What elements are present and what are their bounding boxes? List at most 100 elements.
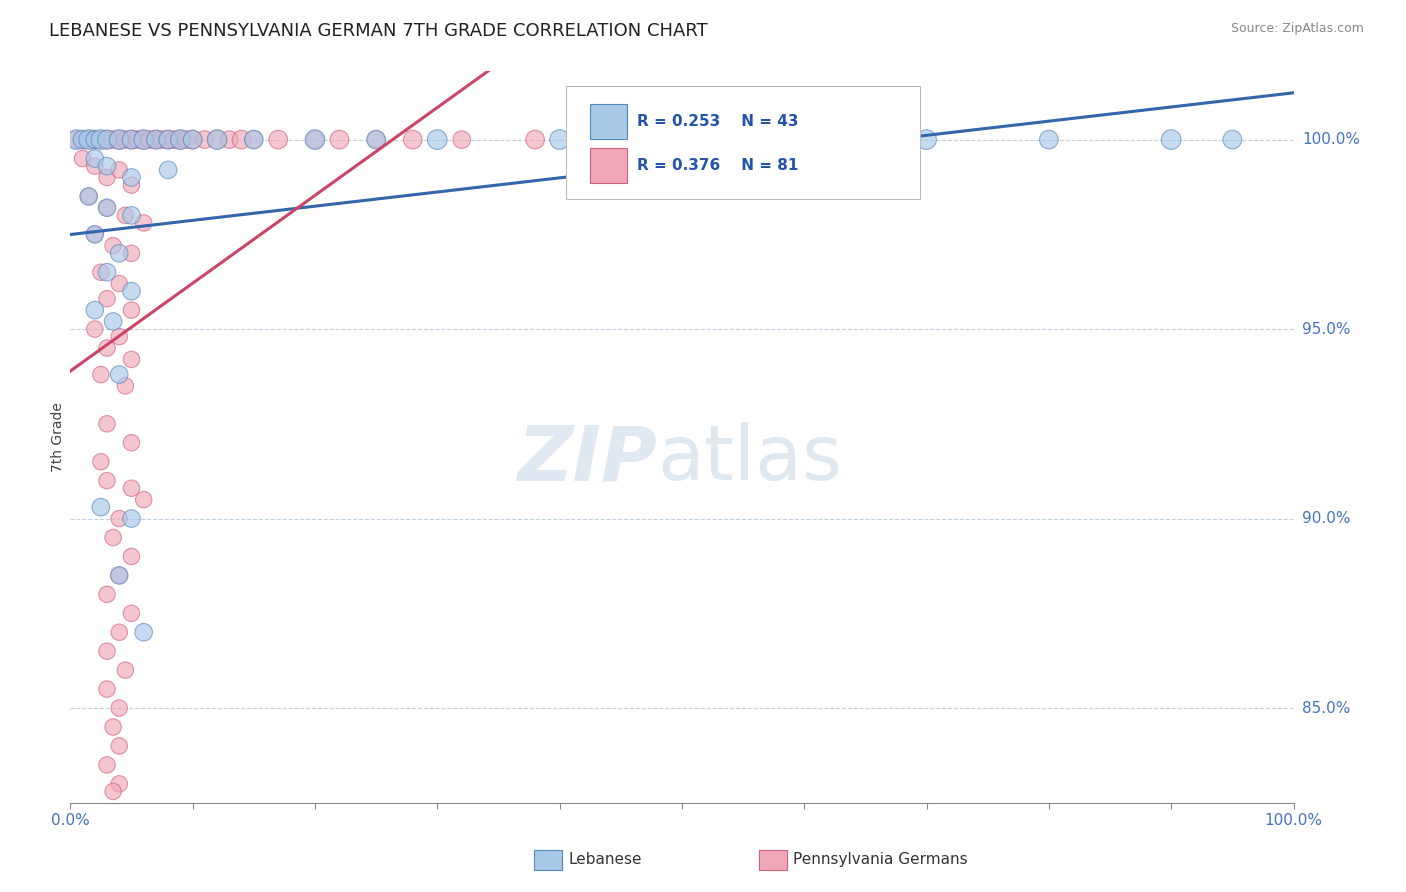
- Point: [267, 132, 290, 146]
- Point: [108, 132, 131, 146]
- Point: [83, 152, 105, 166]
- FancyBboxPatch shape: [565, 86, 921, 200]
- Point: [108, 511, 131, 525]
- Point: [176, 132, 198, 146]
- Point: [83, 322, 105, 336]
- Text: R = 0.253    N = 43: R = 0.253 N = 43: [637, 114, 799, 129]
- Point: [83, 159, 105, 173]
- Point: [243, 132, 266, 146]
- Point: [72, 152, 94, 166]
- Point: [121, 511, 143, 525]
- Point: [101, 720, 124, 734]
- Text: Lebanese: Lebanese: [568, 853, 641, 867]
- Text: Pennsylvania Germans: Pennsylvania Germans: [793, 853, 967, 867]
- Point: [83, 303, 105, 318]
- Point: [121, 170, 143, 185]
- Point: [450, 132, 472, 146]
- Point: [132, 492, 155, 507]
- Point: [90, 265, 112, 279]
- Point: [65, 132, 87, 146]
- Point: [114, 132, 136, 146]
- Point: [121, 435, 143, 450]
- Point: [96, 132, 118, 146]
- Point: [108, 162, 131, 177]
- Point: [181, 132, 204, 146]
- Point: [157, 132, 180, 146]
- Point: [96, 341, 118, 355]
- Point: [132, 132, 155, 146]
- Point: [121, 132, 143, 146]
- Point: [108, 277, 131, 291]
- Point: [366, 132, 388, 146]
- Text: 100.0%: 100.0%: [1302, 132, 1360, 147]
- Point: [793, 132, 815, 146]
- Point: [402, 132, 425, 146]
- Point: [108, 701, 131, 715]
- Point: [90, 132, 112, 146]
- Point: [108, 625, 131, 640]
- Point: [101, 784, 124, 798]
- Point: [114, 208, 136, 222]
- Point: [83, 227, 105, 242]
- Bar: [591, 148, 627, 183]
- Point: [114, 379, 136, 393]
- Point: [304, 132, 326, 146]
- Text: 95.0%: 95.0%: [1302, 322, 1350, 336]
- Text: Source: ZipAtlas.com: Source: ZipAtlas.com: [1230, 22, 1364, 36]
- Bar: [591, 104, 627, 139]
- Point: [572, 132, 595, 146]
- Point: [83, 132, 105, 146]
- Point: [169, 132, 191, 146]
- Point: [231, 132, 253, 146]
- Point: [1038, 132, 1060, 146]
- Point: [127, 132, 149, 146]
- Point: [90, 455, 112, 469]
- Point: [65, 132, 87, 146]
- Point: [121, 549, 143, 564]
- Point: [90, 132, 112, 146]
- Point: [72, 132, 94, 146]
- Point: [218, 132, 240, 146]
- Text: LEBANESE VS PENNSYLVANIA GERMAN 7TH GRADE CORRELATION CHART: LEBANESE VS PENNSYLVANIA GERMAN 7TH GRAD…: [49, 22, 709, 40]
- Point: [96, 292, 118, 306]
- Point: [1220, 132, 1243, 146]
- Point: [77, 189, 100, 203]
- Point: [77, 132, 100, 146]
- Point: [96, 265, 118, 279]
- Point: [83, 132, 105, 146]
- Y-axis label: 7th Grade: 7th Grade: [51, 402, 65, 472]
- Text: 85.0%: 85.0%: [1302, 700, 1350, 715]
- Point: [426, 132, 449, 146]
- Point: [121, 352, 143, 367]
- Point: [145, 132, 167, 146]
- Point: [108, 777, 131, 791]
- Point: [101, 238, 124, 252]
- Point: [169, 132, 191, 146]
- Point: [96, 682, 118, 697]
- Point: [548, 132, 571, 146]
- Point: [205, 132, 228, 146]
- Point: [121, 208, 143, 222]
- Point: [108, 246, 131, 260]
- Point: [121, 178, 143, 192]
- Point: [121, 132, 143, 146]
- Text: ZIP: ZIP: [517, 422, 658, 496]
- Text: atlas: atlas: [658, 422, 842, 496]
- Point: [96, 170, 118, 185]
- Point: [366, 132, 388, 146]
- Point: [96, 644, 118, 658]
- Point: [205, 132, 228, 146]
- Point: [524, 132, 547, 146]
- Text: 90.0%: 90.0%: [1302, 511, 1350, 526]
- Point: [90, 500, 112, 515]
- Point: [108, 368, 131, 382]
- Point: [121, 481, 143, 495]
- Point: [150, 132, 173, 146]
- Text: R = 0.376    N = 81: R = 0.376 N = 81: [637, 158, 799, 173]
- Point: [96, 587, 118, 601]
- Point: [90, 368, 112, 382]
- Point: [108, 568, 131, 582]
- Point: [121, 303, 143, 318]
- Point: [72, 132, 94, 146]
- Point: [328, 132, 350, 146]
